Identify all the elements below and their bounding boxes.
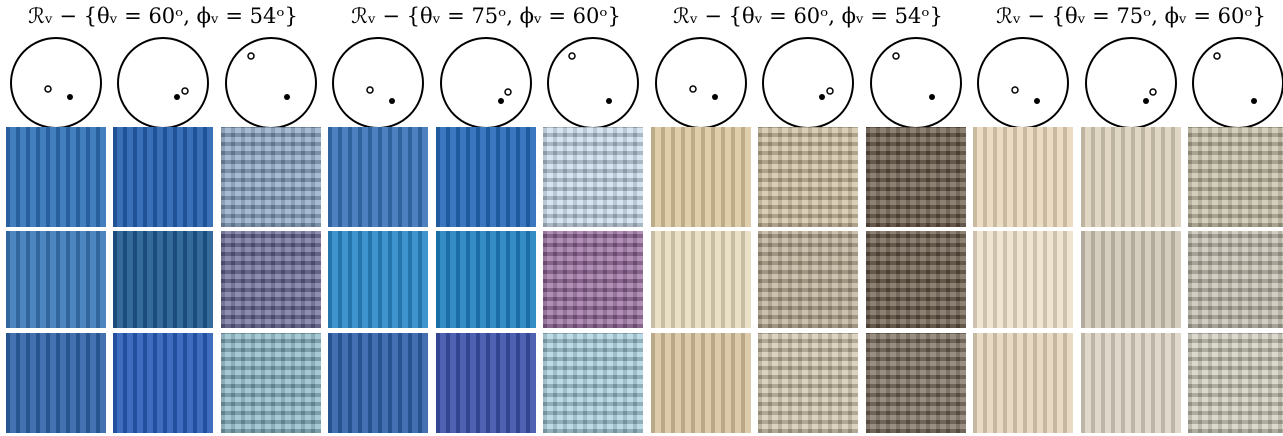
texture-tile [758,231,858,328]
light-dir [690,86,696,92]
texture-tile [1188,333,1283,433]
texture-tile [436,127,536,227]
hemisphere [1086,38,1176,128]
texture-tile [543,231,643,328]
texture-tile [651,333,751,433]
view-dir [1143,98,1149,104]
hemisphere [656,38,746,128]
hemisphere [1193,38,1283,128]
hemisphere [441,38,531,128]
texture-tile [436,333,536,433]
light-dir [505,89,511,95]
light-dir [827,88,833,94]
texture-tile [758,127,858,227]
view-dir [819,94,825,100]
texture-tile [1081,127,1181,227]
texture-tile [6,127,106,227]
texture-tile [113,127,213,227]
view-dir [606,98,612,104]
view-dir [389,98,395,104]
texture-tile [328,231,428,328]
texture-tile [543,333,643,433]
light-dir [45,86,51,92]
light-dir [248,53,254,59]
view-dir [498,98,504,104]
hemisphere [226,38,316,128]
texture-tile [221,231,321,328]
light-dir [182,88,188,94]
texture-tile [1188,127,1283,227]
texture-tile [758,333,858,433]
texture-tile [543,127,643,227]
hemisphere [763,38,853,128]
texture-tile [866,231,966,328]
figure: ℛᵥ − {θᵥ = 60ᵒ, ϕᵥ = 54ᵒ} ℛᵥ − {θᵥ = 75ᵒ… [0,0,1283,436]
light-diagrams [0,0,1283,130]
view-dir [1034,98,1040,104]
texture-tile [651,127,751,227]
texture-tile [221,333,321,433]
light-dir [1150,89,1156,95]
texture-tile [328,333,428,433]
texture-tile [651,231,751,328]
hemisphere [11,38,101,128]
texture-tile [113,333,213,433]
texture-tile [6,333,106,433]
texture-tile [866,333,966,433]
texture-tile [1188,231,1283,328]
light-dir [569,53,575,59]
texture-tile [328,127,428,227]
view-dir [284,94,290,100]
hemisphere [118,38,208,128]
texture-tile [1081,333,1181,433]
hemisphere [871,38,961,128]
light-dir [367,87,373,93]
texture-tile [866,127,966,227]
texture-tile [973,333,1073,433]
hemisphere [548,38,638,128]
texture-tile [6,231,106,328]
hemisphere [978,38,1068,128]
texture-tile [436,231,536,328]
view-dir [929,94,935,100]
light-dir [893,53,899,59]
hemisphere [333,38,423,128]
view-dir [67,94,73,100]
texture-tile [113,231,213,328]
view-dir [1251,98,1257,104]
texture-tile [973,231,1073,328]
view-dir [174,94,180,100]
light-dir [1214,53,1220,59]
texture-tile [973,127,1073,227]
light-dir [1012,87,1018,93]
view-dir [712,94,718,100]
texture-tile [1081,231,1181,328]
texture-tile [221,127,321,227]
